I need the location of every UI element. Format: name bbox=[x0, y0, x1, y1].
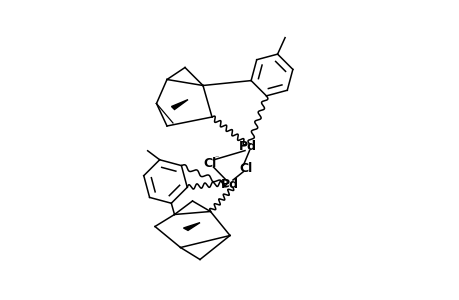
Text: Pd: Pd bbox=[220, 178, 239, 191]
Text: Cl: Cl bbox=[203, 157, 217, 170]
Text: Cl: Cl bbox=[239, 161, 252, 175]
Text: ⁻: ⁻ bbox=[214, 154, 219, 163]
Polygon shape bbox=[171, 100, 188, 110]
Polygon shape bbox=[183, 223, 200, 230]
Text: Pd: Pd bbox=[239, 140, 257, 154]
